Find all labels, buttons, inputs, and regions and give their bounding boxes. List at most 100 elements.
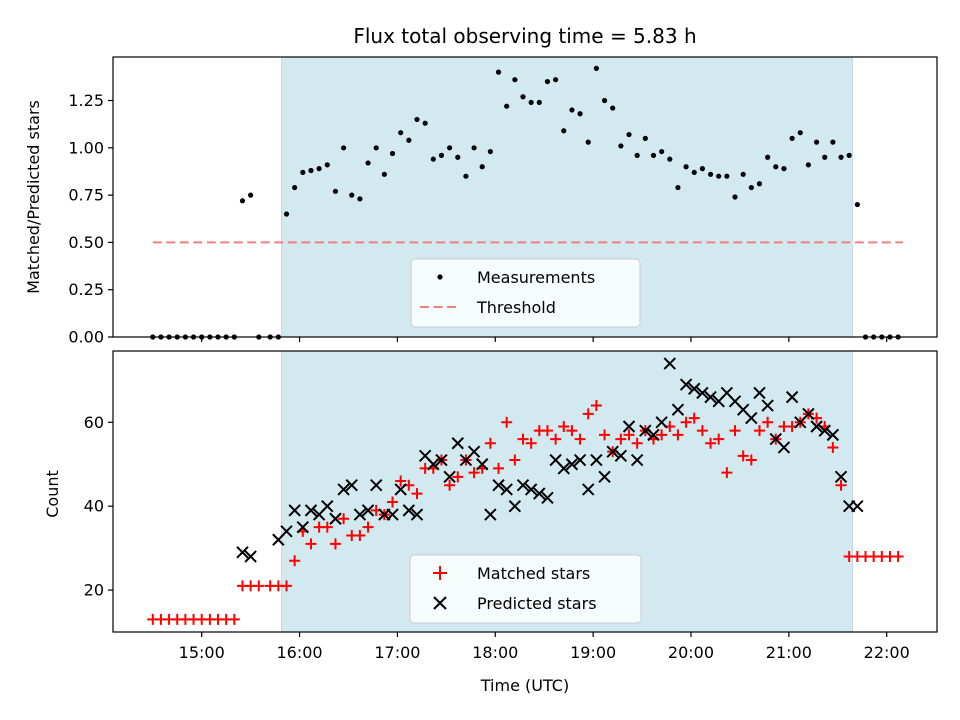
measurement-point bbox=[430, 156, 436, 162]
measurement-point bbox=[349, 192, 355, 198]
measurement-point bbox=[389, 150, 396, 157]
measurement-point bbox=[813, 139, 820, 145]
bottom-ytick-label: 40 bbox=[84, 497, 104, 516]
bottom-legend-box bbox=[409, 554, 642, 624]
predicted-star-point bbox=[321, 499, 334, 513]
measurement-point bbox=[324, 162, 330, 168]
measurement-point bbox=[447, 145, 453, 151]
predicted-star-point bbox=[370, 479, 383, 492]
matched-star-point bbox=[599, 429, 611, 441]
measurement-point bbox=[455, 154, 461, 160]
measurement-point bbox=[748, 184, 754, 191]
measurement-point bbox=[553, 77, 559, 83]
matched-star-point bbox=[517, 433, 529, 445]
matched-star-point bbox=[253, 580, 265, 592]
matched-star-point bbox=[615, 433, 627, 445]
matched-star-point bbox=[550, 433, 562, 445]
measurement-point bbox=[332, 188, 339, 194]
matched-star-point bbox=[501, 416, 513, 428]
matched-star-point bbox=[631, 437, 643, 449]
matched-star-point bbox=[509, 454, 521, 466]
x-axis-label: Time (UTC) bbox=[480, 676, 569, 695]
predicted-star-point bbox=[304, 504, 318, 517]
predicted-star-point bbox=[508, 499, 522, 513]
matched-star-point bbox=[452, 471, 464, 483]
predicted-star-point bbox=[647, 428, 660, 442]
predicted-star-point bbox=[402, 504, 416, 517]
predicted-star-point bbox=[639, 424, 652, 437]
measurement-point bbox=[283, 211, 290, 217]
top-y-axis-label: Matched/Predicted stars bbox=[24, 100, 43, 294]
matched-star-point bbox=[395, 475, 407, 487]
measurement-point bbox=[724, 173, 730, 179]
matched-star-point bbox=[289, 555, 301, 567]
measurement-point bbox=[732, 194, 738, 200]
matched-star-point bbox=[281, 580, 293, 592]
top-ytick-label: 1.00 bbox=[68, 138, 104, 157]
matched-star-point bbox=[590, 400, 602, 412]
top-ytick-label: 0.25 bbox=[68, 280, 104, 299]
measurement-point bbox=[422, 120, 428, 126]
matched-star-point bbox=[835, 479, 847, 491]
measurement-point bbox=[765, 154, 771, 160]
predicted-star-point bbox=[361, 504, 375, 517]
predicted-star-point bbox=[476, 458, 489, 471]
measurement-point bbox=[561, 128, 567, 134]
predicted-star-point bbox=[573, 453, 587, 467]
legend-predicted-marker bbox=[433, 596, 447, 610]
measurement-point bbox=[316, 166, 322, 172]
predicted-star-point bbox=[834, 470, 848, 484]
matched-star-point bbox=[525, 437, 537, 449]
measurement-point bbox=[781, 166, 787, 172]
measurement-point bbox=[365, 160, 371, 166]
matched-star-point bbox=[721, 467, 733, 479]
matched-star-point bbox=[329, 538, 341, 550]
measurement-point bbox=[471, 145, 477, 151]
top-axes-frame bbox=[112, 56, 938, 338]
predicted-star-point bbox=[435, 453, 448, 467]
predicted-star-point bbox=[296, 520, 310, 534]
predicted-star-point bbox=[818, 424, 831, 437]
measurement-point bbox=[838, 154, 844, 160]
predicted-star-point bbox=[353, 508, 367, 521]
predicted-star-point bbox=[557, 462, 570, 475]
measurement-point bbox=[634, 152, 640, 158]
predicted-star-point bbox=[851, 499, 864, 513]
bottom-ytick-label: 60 bbox=[84, 413, 104, 432]
matched-star-point bbox=[582, 408, 594, 420]
legend-threshold-label: Threshold bbox=[476, 298, 556, 317]
measurement-point bbox=[357, 196, 363, 202]
top-legend: Measurements Threshold bbox=[410, 258, 641, 328]
predicted-star-point bbox=[443, 470, 456, 484]
measurement-point bbox=[740, 171, 746, 177]
matched-star-point bbox=[305, 538, 317, 550]
bottom-xtick-label: 17:00 bbox=[374, 643, 420, 662]
predicted-star-point bbox=[565, 458, 579, 471]
predicted-star-point bbox=[606, 445, 619, 458]
predicted-star-point bbox=[598, 470, 611, 484]
matched-star-point bbox=[696, 425, 708, 437]
predicted-star-point bbox=[696, 386, 709, 400]
predicted-star-point bbox=[802, 407, 815, 421]
measurement-point bbox=[773, 164, 779, 170]
matched-star-point bbox=[566, 425, 578, 437]
predicted-star-point bbox=[467, 445, 481, 458]
measurement-point bbox=[239, 198, 246, 204]
measurement-point bbox=[650, 152, 657, 158]
matched-star-point bbox=[762, 416, 774, 428]
legend-matched-marker bbox=[433, 566, 447, 580]
matched-star-point bbox=[493, 462, 505, 474]
matched-star-point bbox=[827, 441, 839, 453]
bottom-xtick-label: 20:00 bbox=[668, 643, 714, 662]
predicted-star-point bbox=[761, 399, 774, 412]
predicted-star-point bbox=[280, 525, 293, 538]
measurement-point bbox=[495, 69, 502, 75]
matched-star-point bbox=[753, 425, 765, 437]
chart-title: Flux total observing time = 5.83 h bbox=[353, 24, 696, 48]
measurement-point bbox=[756, 181, 763, 187]
legend-measurements-label: Measurements bbox=[477, 268, 595, 287]
matched-star-point bbox=[541, 425, 553, 437]
matched-star-point bbox=[228, 613, 240, 625]
measurement-point bbox=[577, 111, 583, 117]
